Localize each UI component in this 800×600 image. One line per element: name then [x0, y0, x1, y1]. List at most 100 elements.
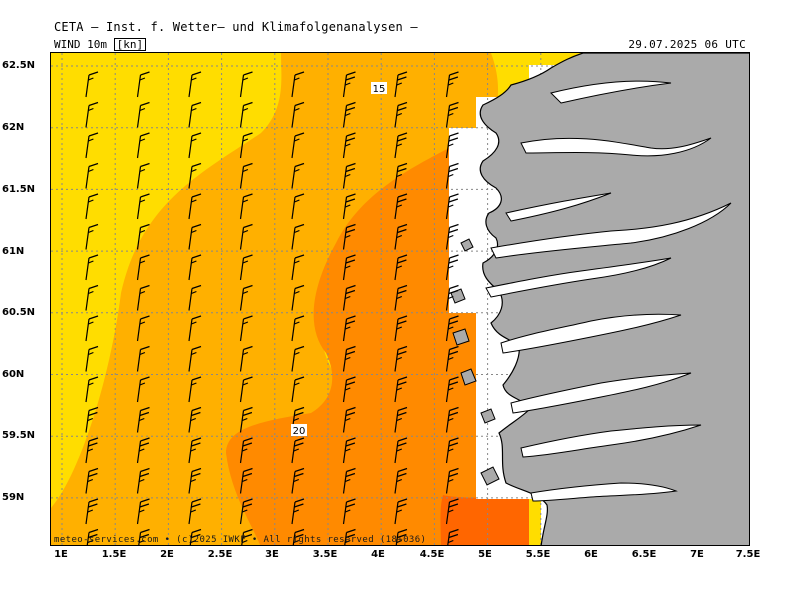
wind-barb-feather: [345, 106, 356, 112]
wind-barb-staff: [342, 196, 348, 220]
wind-barb-staff: [85, 440, 90, 464]
wind-barb-staff: [136, 379, 142, 403]
wind-barb-half-feather: [139, 351, 146, 356]
wind-barb-feather: [191, 437, 202, 442]
wind-barb-feather: [448, 137, 459, 142]
wind-barb-feather: [243, 162, 253, 168]
wind-barb-staff: [342, 501, 348, 525]
lon-label: 5E: [478, 549, 492, 560]
wind-barb-staff: [344, 532, 348, 545]
wind-barb-feather: [242, 533, 253, 539]
wind-barb-feather: [242, 411, 253, 417]
wind-barb-staff: [85, 410, 90, 433]
wind-barb-feather: [88, 223, 99, 229]
wind-barb-feather: [294, 472, 304, 478]
wind-barb-feather: [88, 406, 99, 412]
wind-barb-staff: [189, 532, 193, 545]
wind-barb-feather: [243, 284, 253, 290]
wind-barb-half-feather: [448, 112, 454, 117]
wind-barb-half-feather: [139, 107, 146, 112]
wind-barb-feather: [243, 193, 253, 198]
wind-barb-staff: [85, 135, 90, 159]
wind-barb-feather: [243, 498, 253, 503]
wind-barb-staff: [291, 349, 296, 372]
wind-barb-staff: [239, 257, 245, 281]
wind-barb-half-feather: [396, 539, 403, 544]
wind-barb-feather: [294, 254, 305, 259]
wind-barb-half-feather: [294, 138, 300, 142]
wind-barb-staff: [239, 501, 245, 525]
wind-barb-feather: [88, 533, 98, 539]
wind-barb-feather: [397, 106, 407, 112]
wind-barb-feather: [397, 498, 408, 503]
svg-text:15: 15: [373, 84, 386, 95]
wind-barb-feather: [397, 381, 407, 386]
wind-barb-half-feather: [242, 382, 249, 386]
wind-barb-feather: [345, 320, 356, 325]
weather-map[interactable]: 15 20: [50, 52, 750, 546]
wind-barb-feather: [139, 442, 150, 447]
wind-barb-feather: [294, 528, 305, 534]
wind-barb-half-feather: [293, 448, 300, 452]
wind-barb-half-feather: [345, 82, 351, 86]
wind-barb-staff: [239, 196, 245, 220]
wind-barb-feather: [243, 345, 253, 351]
wind-barb-feather: [140, 467, 150, 473]
lon-label: 3.5E: [312, 549, 338, 560]
wind-barb-half-feather: [293, 417, 300, 422]
wind-barb-feather: [346, 345, 356, 351]
wind-barb-half-feather: [242, 509, 248, 513]
wind-barb-half-feather: [88, 382, 94, 386]
wind-barb-feather: [346, 315, 356, 320]
wind-barb-staff: [188, 196, 193, 220]
wind-barb-feather: [294, 315, 305, 320]
wind-barb-half-feather: [139, 417, 145, 422]
wind-barb-staff: [136, 349, 142, 372]
wind-barb-half-feather: [345, 509, 351, 513]
wind-barb-staff: [85, 196, 90, 220]
wind-barb-staff: [445, 349, 451, 372]
wind-barb-feather: [294, 503, 304, 508]
wind-barb-feather: [448, 320, 459, 325]
wind-barb-half-feather: [88, 199, 94, 203]
wind-barb-staff: [342, 440, 348, 464]
wind-barb-feather: [345, 167, 356, 173]
wind-barb-half-feather: [345, 356, 351, 361]
lat-label: 60N: [2, 369, 25, 380]
wind-barb-staff: [291, 166, 296, 189]
wind-barb-half-feather: [139, 290, 146, 295]
wind-barb-staff: [291, 501, 296, 525]
wind-barb-feather: [448, 503, 459, 508]
wind-barb-staff: [291, 227, 296, 250]
wind-barb-staff: [291, 379, 296, 403]
wind-barb-feather: [345, 228, 356, 234]
wind-barb-feather: [140, 284, 150, 290]
wind-barb-feather: [191, 503, 201, 508]
wind-barb-staff: [394, 196, 399, 220]
wind-barb-feather: [191, 162, 202, 168]
lat-label: 62N: [2, 122, 25, 133]
wind-barb-half-feather: [448, 509, 454, 513]
wind-barb-half-feather: [191, 229, 197, 234]
wind-barb-feather: [140, 193, 150, 198]
wind-barb-half-feather: [293, 509, 300, 513]
wind-barb-feather: [243, 406, 253, 412]
wind-barb-feather: [397, 406, 408, 412]
wind-barb-staff: [291, 196, 296, 220]
wind-barb-feather: [397, 137, 407, 142]
wind-barbs: [85, 71, 459, 545]
wind-barb-feather: [397, 442, 407, 447]
wind-barb-staff: [136, 105, 142, 128]
wind-barb-half-feather: [139, 509, 145, 513]
wind-barb-feather: [449, 467, 459, 473]
wind-barb-half-feather: [294, 290, 300, 295]
wind-barb-half-feather: [345, 539, 351, 544]
wind-barb-feather: [88, 472, 98, 478]
wind-barb-feather: [345, 472, 356, 478]
wind-barb-feather: [345, 198, 356, 203]
wind-barb-half-feather: [242, 229, 249, 234]
wind-barb-feather: [243, 437, 253, 442]
wind-barb-staff: [188, 410, 193, 433]
wind-barb-staff: [136, 288, 142, 311]
wind-barb-feather: [397, 223, 408, 229]
